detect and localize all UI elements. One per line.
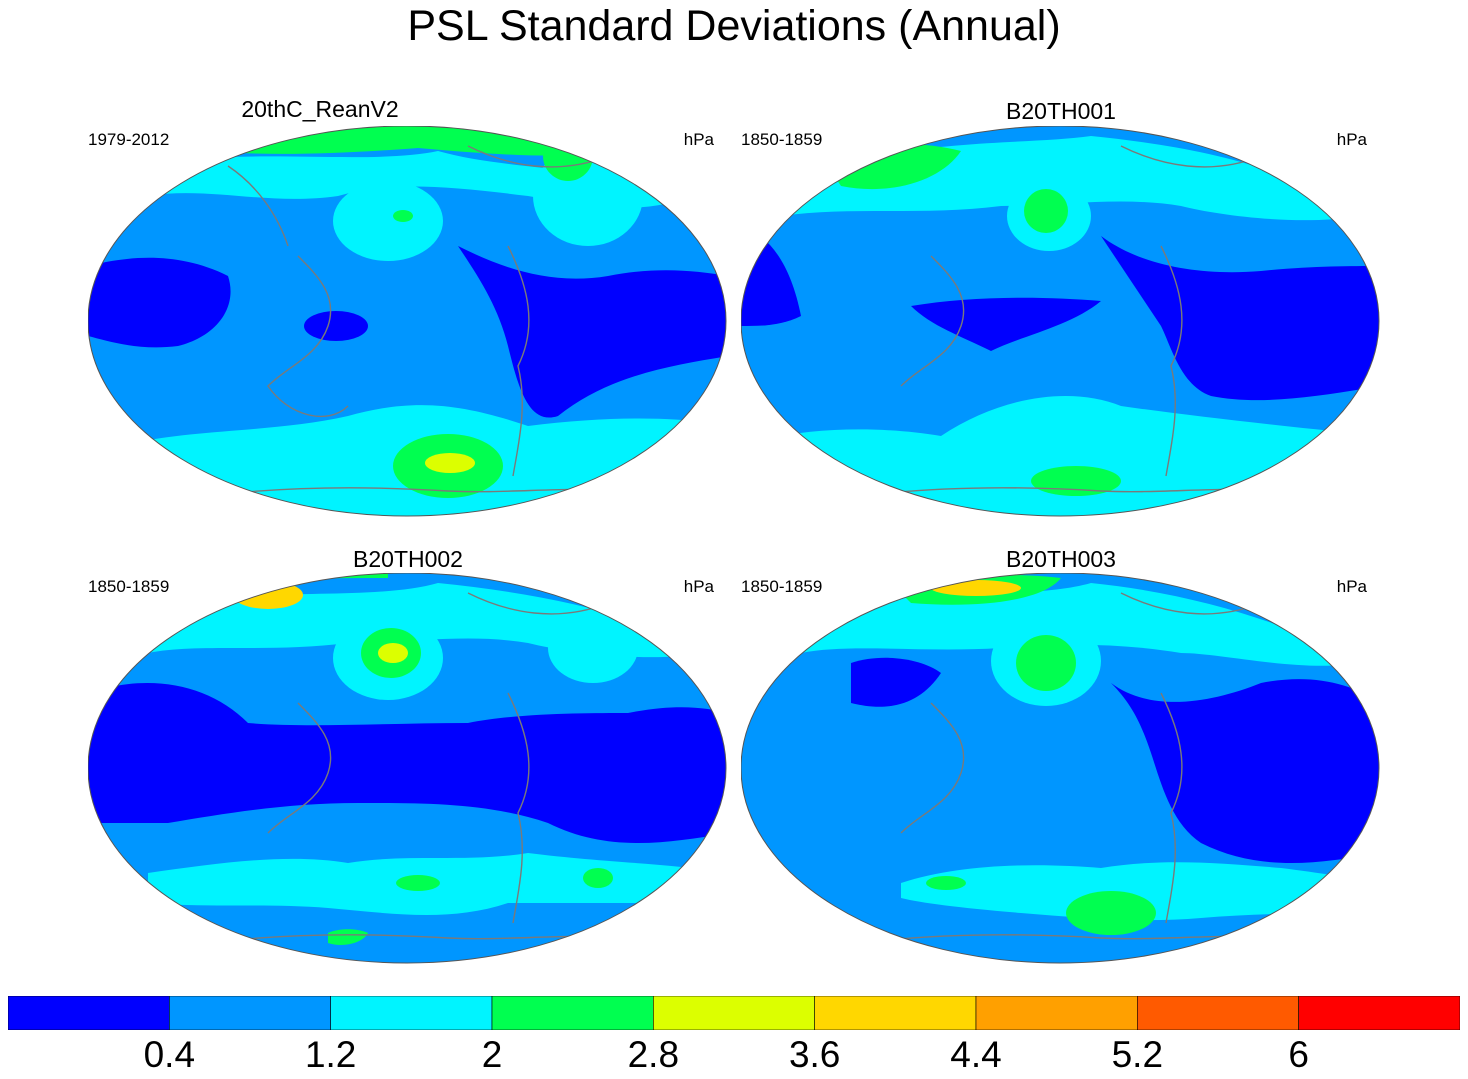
field-southern-3p6 xyxy=(425,453,475,473)
field-southern-2p8-b xyxy=(926,876,966,890)
field-arctic-3p6 xyxy=(233,581,303,609)
map-outline xyxy=(88,573,727,964)
panel-title: B20TH001 xyxy=(1006,98,1116,124)
field-tropics-east-0p4 xyxy=(458,246,726,418)
map-b20th003 xyxy=(741,573,1380,964)
field-npacific-2p8 xyxy=(393,210,413,222)
map-b20th001 xyxy=(741,126,1380,517)
colorbar-tick-label: 6 xyxy=(1288,1034,1309,1075)
colorbar-segment xyxy=(491,996,654,1030)
period-label: 1850-1859 xyxy=(88,577,170,596)
map-outline xyxy=(741,126,1380,517)
colorbar-tick-label: 4.4 xyxy=(950,1034,1002,1075)
panel-title: B20TH002 xyxy=(353,546,463,572)
field-npacific-2 xyxy=(333,181,443,261)
panel-title: 20thC_ReanV2 xyxy=(241,96,399,122)
units-label: hPa xyxy=(683,130,714,149)
colorbar-tick-label: 0.4 xyxy=(143,1034,196,1075)
field-tropics-west-0p4 xyxy=(851,657,941,707)
field-tropics-0p4 xyxy=(88,683,726,843)
field-tropics-center-0p4 xyxy=(304,311,368,341)
colorbar xyxy=(8,996,1460,1030)
field-southern-2p8-b xyxy=(583,868,613,888)
colorbar-segment xyxy=(8,996,170,1030)
field-tropics-east-0p4 xyxy=(1111,679,1379,863)
colorbar-segment xyxy=(653,996,815,1030)
colorbar-tick-label: 2 xyxy=(481,1034,503,1075)
units-label: hPa xyxy=(683,577,714,596)
field-southern-2 xyxy=(901,862,1379,921)
figure-title: PSL Standard Deviations (Annual) xyxy=(407,2,1061,50)
field-npacific-2p8 xyxy=(1024,189,1068,233)
field-tropics-west-0p4 xyxy=(88,257,231,348)
map-b20th002 xyxy=(88,573,727,964)
colorbar-tick-label: 3.6 xyxy=(788,1034,841,1075)
panel-b20th003: B20TH003 1850-1859 hPa xyxy=(741,543,1393,993)
field-tropics-center-0p4 xyxy=(911,297,1101,351)
field-natlantic-2p8 xyxy=(543,131,593,181)
field-natlantic-2 xyxy=(548,613,638,683)
field-arctic-3p6 xyxy=(931,580,1021,596)
colorbar-segment xyxy=(1298,996,1460,1030)
colorbar-tick-label: 2.8 xyxy=(627,1034,680,1075)
map-20thc-reanv2 xyxy=(88,126,727,517)
field-antarctic-2p8 xyxy=(328,929,368,945)
colorbar-segment xyxy=(1137,996,1299,1030)
colorbar-tick-label: 1.2 xyxy=(304,1034,357,1075)
panel-b20th001: B20TH001 1850-1859 hPa xyxy=(741,96,1393,546)
colorbar-segment xyxy=(169,996,331,1030)
map-outline xyxy=(741,573,1380,964)
field-npacific-3p6 xyxy=(378,643,408,663)
period-label: 1979-2012 xyxy=(88,130,170,149)
period-label: 1850-1859 xyxy=(741,130,823,149)
panel-b20th002: B20TH002 1850-1859 hPa xyxy=(88,543,740,993)
colorbar-segment xyxy=(814,996,977,1030)
field-southern-2p8-a xyxy=(1066,891,1156,935)
field-tropics-east-0p4 xyxy=(1101,236,1379,401)
period-label: 1850-1859 xyxy=(741,577,823,596)
colorbar-segment xyxy=(975,996,1138,1030)
units-label: hPa xyxy=(1336,577,1367,596)
map-outline xyxy=(88,126,727,517)
field-npacific-2p8 xyxy=(1016,635,1076,691)
field-southern-2p8-a xyxy=(396,875,440,891)
colorbar-tick-label: 5.2 xyxy=(1111,1034,1164,1075)
panel-20thc-reanv2: 20thC_ReanV2 1979-2012 hPa xyxy=(88,96,740,546)
colorbar-segment xyxy=(330,996,493,1030)
units-label: hPa xyxy=(1336,130,1367,149)
panel-title: B20TH003 xyxy=(1006,546,1116,572)
